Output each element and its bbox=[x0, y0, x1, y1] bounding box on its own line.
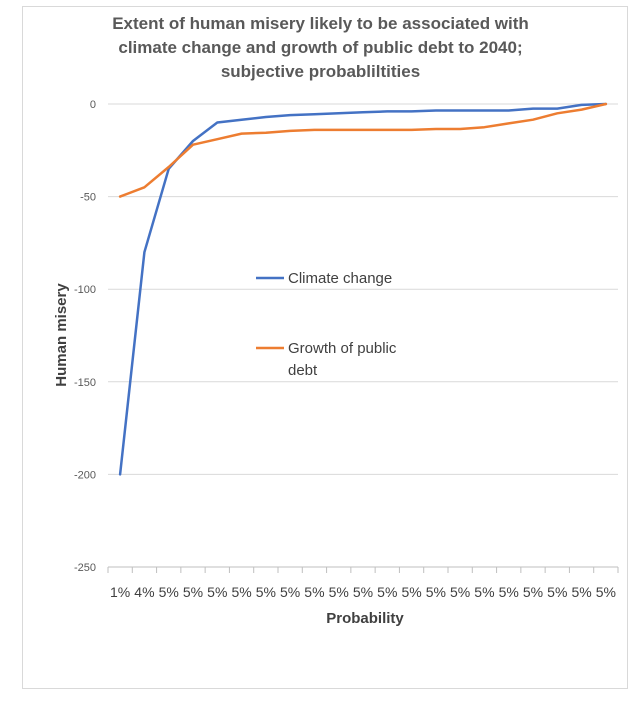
y-axis-title: Human misery bbox=[53, 283, 70, 387]
y-tick-label: -50 bbox=[80, 192, 96, 204]
x-axis: 1% 4% 5% 5% 5% 5% 5% 5% 5% 5% 5% 5% 5% 5% 5% 5% 5% 5% 5% 5%… bbox=[107, 566, 619, 600]
x-tick-label: 5% bbox=[571, 584, 591, 600]
x-tick-label: 5% bbox=[183, 584, 203, 600]
series-line-public-debt bbox=[118, 102, 608, 198]
x-tick-label: 5% bbox=[401, 584, 421, 600]
x-tick-label: 5% bbox=[474, 584, 494, 600]
x-tick-label: 5% bbox=[353, 584, 373, 600]
x-tick-label: 5% bbox=[377, 584, 397, 600]
chart-title-line: Extent of human misery likely to be asso… bbox=[112, 14, 529, 33]
legend-label-climate-change: Climate change bbox=[288, 270, 392, 287]
x-tick-label: 1% bbox=[110, 584, 130, 600]
x-tick-label: 5% bbox=[329, 584, 349, 600]
x-tick-label: 5% bbox=[231, 584, 251, 600]
x-tick-label: 5% bbox=[499, 584, 519, 600]
x-tick-label: 5% bbox=[596, 584, 616, 600]
y-tick-label: -100 bbox=[74, 284, 96, 296]
x-tick-label: 5% bbox=[207, 584, 227, 600]
x-tick-label: 5% bbox=[256, 584, 276, 600]
chart-title: Extent of human misery likely to be asso… bbox=[0, 12, 641, 84]
x-tick-label: 5% bbox=[523, 584, 543, 600]
x-tick-label: 5% bbox=[280, 584, 300, 600]
x-tick-label: 5% bbox=[426, 584, 446, 600]
legend: Climate change Growth of public debt bbox=[256, 270, 401, 379]
y-tick-label: -250 bbox=[74, 562, 96, 574]
x-tick-label: 4% bbox=[134, 584, 154, 600]
x-tick-label: 5% bbox=[450, 584, 470, 600]
chart-title-line: subjective probabliltities bbox=[220, 62, 421, 81]
chart-title-line: climate change and growth of public debt… bbox=[118, 38, 523, 57]
series-lines bbox=[118, 102, 608, 476]
y-tick-label: -150 bbox=[74, 377, 96, 389]
series-line-climate-change bbox=[118, 102, 608, 476]
y-tick-label: -200 bbox=[74, 469, 96, 481]
y-axis-ticks: 0 -50 -100 -150 -200 -250 bbox=[74, 99, 96, 574]
x-axis-title: Probability bbox=[326, 610, 404, 627]
y-tick-label: 0 bbox=[90, 99, 96, 111]
gridlines bbox=[108, 103, 618, 475]
x-tick-label: 5% bbox=[304, 584, 324, 600]
x-tick-label: 5% bbox=[159, 584, 179, 600]
x-tick-label: 5% bbox=[547, 584, 567, 600]
legend-label-public-debt: Growth of public debt bbox=[288, 340, 401, 379]
